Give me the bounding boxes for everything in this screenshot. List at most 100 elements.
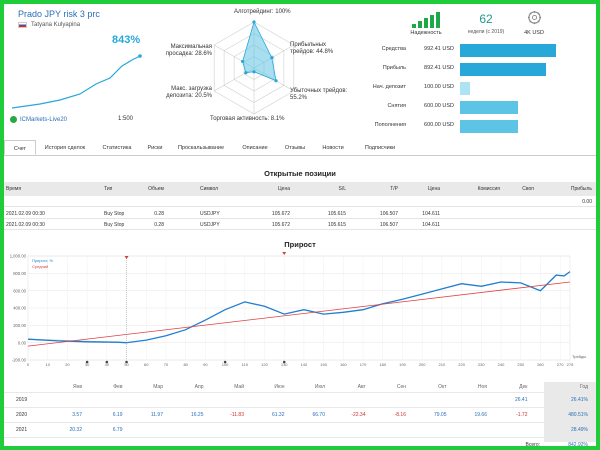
- monthly-cell: 3.57: [72, 412, 82, 418]
- growth-x-tick: 210: [439, 362, 446, 367]
- growth-operation-marker: [105, 360, 109, 364]
- monthly-cell: 6.19: [112, 412, 123, 418]
- growth-x-tick: 190: [399, 362, 406, 367]
- monthly-cell: 26.41: [514, 397, 528, 403]
- table-cell: 105.615: [327, 211, 346, 217]
- tab-2[interactable]: История сделок: [44, 145, 86, 151]
- table-cell: 105.672: [271, 211, 290, 217]
- broker-row: ICMarkets-Live20: [10, 116, 67, 123]
- positions-header-cell: Своп: [522, 186, 534, 192]
- total-value: 842.92%: [568, 442, 588, 446]
- radar-polygon: [242, 20, 277, 82]
- growth-x-tick: 150: [320, 362, 327, 367]
- growth-series-1: [27, 271, 571, 344]
- month-header: Апр: [194, 384, 204, 390]
- growth-marker-arrow: [282, 252, 287, 255]
- author-row: Tatyana Kulyapina: [18, 22, 80, 28]
- finance-label: Средства: [381, 46, 406, 52]
- table-cell: Buy Stop: [104, 222, 125, 228]
- reliability-bar-4: [430, 15, 434, 28]
- finance-table: Средства 992.41 USD Прибыль 892.41 USD Нач. …: [366, 42, 558, 137]
- radar-label-activity: Торговая активность: 8.1%: [210, 116, 285, 122]
- finance-row: Средства 992.41 USD: [366, 42, 558, 61]
- finance-bar: [460, 63, 547, 76]
- positions-header-cell: Комиссия: [477, 186, 500, 192]
- monthly-year-total: 480.51%: [568, 412, 588, 418]
- growth-x-tick: 275: [567, 362, 574, 367]
- growth-marker-arrow: [124, 256, 129, 259]
- finance-bar: [460, 82, 470, 95]
- growth-x-tick: 160: [340, 362, 347, 367]
- table-cell: 105.615: [327, 222, 346, 228]
- broker-name[interactable]: ICMarkets-Live20: [20, 116, 68, 123]
- finance-value: 600.00 USD: [424, 122, 454, 128]
- monthly-cell: 11.97: [150, 412, 163, 418]
- monthly-cell: -11.83: [230, 412, 244, 418]
- growth-x-tick: 100: [222, 362, 229, 367]
- reliability-label: Надежность: [410, 30, 442, 36]
- radar-chart: Алготрейдинг: 100% Прибыльных трейдов: 4…: [154, 8, 354, 128]
- finance-label: Снятия: [387, 103, 406, 109]
- positions-header: Время Тип Объем Символ Цена S/L T/P Цена Комисси…: [4, 182, 596, 196]
- tab-1[interactable]: Счет: [4, 140, 36, 155]
- growth-x-tick: 130: [281, 362, 288, 367]
- finance-value: 992.41 USD: [424, 46, 454, 52]
- reliability-bar-5: [436, 12, 440, 28]
- table-cell: USDJPY: [200, 222, 220, 228]
- radar-label-loss-trades: Убыточных трейдов: 55.2%: [290, 88, 348, 101]
- total-label: Всего:: [525, 442, 541, 446]
- growth-series-2: [27, 281, 571, 347]
- tab-3[interactable]: Статистика: [102, 145, 132, 151]
- monthly-year-total: 26.41%: [571, 397, 588, 403]
- monthly-cell: 6.79: [112, 427, 123, 433]
- positions-summary-row: 0.00: [4, 196, 596, 207]
- positions-header-cell: Тип: [104, 186, 113, 192]
- positions-header-cell: Время: [6, 186, 22, 192]
- growth-x-tick: 170: [360, 362, 367, 367]
- radar-label-load: Макс. загрузка депозита: 20.5%: [166, 86, 212, 99]
- table-cell: 106.507: [379, 222, 398, 228]
- tab-7[interactable]: Отзывы: [284, 145, 306, 151]
- tab-5[interactable]: Проскальзывание: [177, 145, 225, 151]
- tab-bar: Счет История сделок Статистика Риски Проскал…: [4, 140, 596, 156]
- tab-6[interactable]: Описание: [242, 145, 268, 151]
- table-cell: 104.611: [422, 211, 440, 217]
- radar-point: [244, 71, 248, 75]
- author-name[interactable]: Tatyana Kulyapina: [31, 22, 81, 28]
- month-header: Авг: [357, 384, 366, 390]
- growth-x-tick: 10: [45, 362, 50, 367]
- finance-value: 892.41 USD: [424, 65, 454, 71]
- positions-header-cell: T/P: [390, 186, 398, 192]
- table-cell: 105.672: [271, 222, 290, 228]
- growth-y-tick: 0.00: [18, 340, 27, 345]
- reliability-bar-2: [418, 21, 422, 28]
- mini-growth-chart: [11, 54, 142, 109]
- growth-y-tick: 200.00: [13, 323, 26, 328]
- tab-9[interactable]: Подписчики: [364, 145, 396, 151]
- finance-row: Нач. депозит 100.00 USD: [366, 80, 558, 99]
- weeks-widget: 62 недели (с 2019): [466, 12, 506, 35]
- positions-summary-profit: 0.00: [582, 199, 592, 205]
- table-cell: 2021.02.09 00:30: [6, 211, 45, 217]
- reliability-bars: [406, 12, 446, 28]
- finance-row: Снятия 600.00 USD: [366, 99, 558, 118]
- table-row[interactable]: 2021.02.09 00:30 Buy Stop 0.28 USDJPY 105.67…: [4, 208, 596, 219]
- mini-growth-end-point: [138, 54, 142, 58]
- reliability-widget[interactable]: Надежность: [406, 12, 446, 36]
- month-header: Ноя: [477, 384, 487, 390]
- finance-bar: [460, 44, 556, 57]
- gear-icon: [527, 10, 541, 25]
- growth-x-tick: 40: [105, 362, 110, 367]
- positions-header-cell: Цена: [277, 186, 290, 192]
- table-row[interactable]: 2021.02.09 00:30 Buy Stop 0.28 USDJPY 105.67…: [4, 219, 596, 230]
- growth-x-tick: 90: [203, 362, 208, 367]
- growth-x-tick: 260: [537, 362, 544, 367]
- deposit-widget: 4K USD: [514, 10, 554, 36]
- growth-x-tick: 50: [124, 362, 129, 367]
- growth-x-tick: 180: [379, 362, 386, 367]
- tab-4[interactable]: Риски: [147, 145, 163, 151]
- signal-title[interactable]: Prado JPY risk 3 prc: [18, 9, 100, 19]
- finance-bar: [460, 120, 518, 133]
- finance-label: Прибыль: [382, 65, 406, 71]
- tab-8[interactable]: Новости: [322, 145, 344, 151]
